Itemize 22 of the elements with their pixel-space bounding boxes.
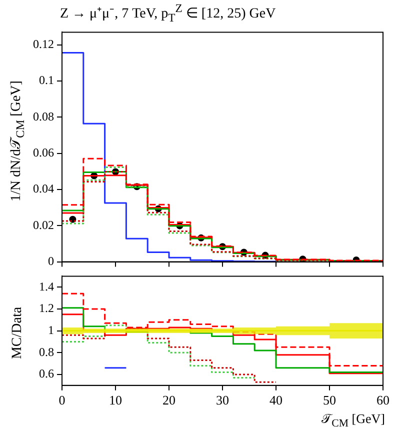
y-tick-label: 0.04	[33, 182, 54, 196]
chart-title: Z → μ⁺μ⁻, 7 TeV, p$_{T}$$^{Z}$ ∈ [12, 25) GeV	[60, 2, 276, 24]
y-tick-label: 0.6	[39, 366, 54, 381]
y-tick-label: 0	[48, 254, 54, 268]
y-tick-label: 1	[48, 322, 54, 337]
x-tick-label: 30	[216, 392, 229, 408]
y-tick-label: 1.4	[39, 279, 54, 294]
y-axis-title: MC/Data	[10, 306, 26, 360]
y-tick-label: 0.06	[33, 145, 54, 160]
x-tick-label: 20	[162, 392, 176, 408]
y-tick-label: 0.02	[33, 218, 54, 232]
y-tick-label: 0.1	[39, 73, 54, 88]
y-tick-label: 0.8	[39, 344, 54, 359]
y-tick-label: 0.08	[33, 109, 54, 124]
x-tick-label: 60	[376, 392, 390, 408]
x-tick-label: 40	[270, 392, 282, 408]
x-tick-label: 50	[323, 392, 336, 408]
y-tick-label: 1.2	[39, 301, 54, 316]
x-tick-label: 0	[58, 392, 66, 408]
y-tick-label: 0.12	[33, 37, 54, 52]
x-axis-title: 𝒯$_{CM}$ [GeV]	[322, 410, 385, 432]
x-tick-label: 10	[109, 392, 122, 408]
